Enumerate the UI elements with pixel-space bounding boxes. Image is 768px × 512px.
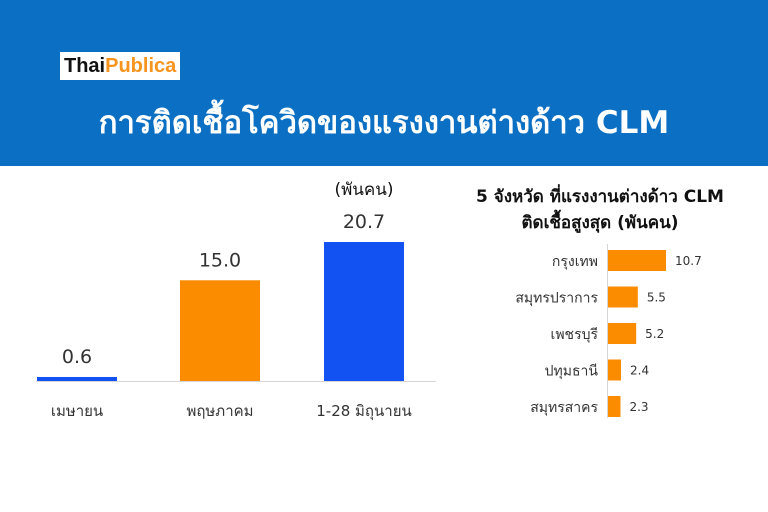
province-label: ปทุมธานี xyxy=(545,364,599,380)
category-tick-label: เมษายน xyxy=(51,402,103,420)
province-value-label: 5.2 xyxy=(645,327,664,341)
province-label: กรุงเทพ xyxy=(552,254,598,270)
province-value-label: 2.4 xyxy=(630,364,649,378)
category-tick-label: พฤษภาคม xyxy=(186,402,253,420)
province-label: สมุทรปราการ xyxy=(515,291,598,307)
province-value-label: 10.7 xyxy=(675,254,702,268)
province-bar-4 xyxy=(608,359,622,381)
bar-1 xyxy=(37,376,117,381)
province-bar-2 xyxy=(608,286,638,308)
header-banner: ThaiPublica การติดเชื้อโควิดของแรงงานต่า… xyxy=(0,0,768,166)
bar-3 xyxy=(324,242,404,381)
monthly-infections-bar-chart: 0.6 เมษายน 15.0 พฤษภาคม 20.7 1-28 มิถุนายน (พั… xyxy=(36,180,436,421)
province-label: เพชรบุรี xyxy=(551,327,599,343)
page-title: การติดเชื้อโควิดของแรงงานต่างด้าว CLM xyxy=(98,105,670,141)
right-chart-title-line1: 5 จังหวัด ที่แรงงานต่างด้าว CLM xyxy=(476,187,724,207)
logo-text-publica: Publica xyxy=(105,55,177,77)
province-bar-5 xyxy=(608,396,621,417)
thaipublica-logo: ThaiPublica xyxy=(60,52,181,80)
bar-value-label: 15.0 xyxy=(199,249,241,271)
province-bar-1 xyxy=(608,250,666,271)
province-bar-3 xyxy=(608,323,637,344)
category-tick-label: 1-28 มิถุนายน xyxy=(316,402,412,421)
bar-2 xyxy=(180,280,260,381)
bar-value-label: 20.7 xyxy=(343,211,385,233)
province-value-label: 2.3 xyxy=(629,400,648,414)
province-label: สมุทรสาคร xyxy=(530,400,598,416)
top-provinces-bar-chart: กรุงเทพ 10.7 สมุทรปราการ 5.5 เพชรบุรี 5.2 ปทุม… xyxy=(515,244,702,418)
unit-label: (พันคน) xyxy=(334,180,393,200)
right-chart-title-line2: ติดเชื้อสูงสุด (พันคน) xyxy=(521,213,679,233)
logo-text-thai: Thai xyxy=(64,55,106,77)
province-value-label: 5.5 xyxy=(647,291,666,305)
bar-value-label: 0.6 xyxy=(62,346,92,368)
